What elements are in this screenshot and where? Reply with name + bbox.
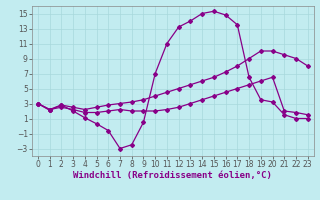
X-axis label: Windchill (Refroidissement éolien,°C): Windchill (Refroidissement éolien,°C): [73, 171, 272, 180]
